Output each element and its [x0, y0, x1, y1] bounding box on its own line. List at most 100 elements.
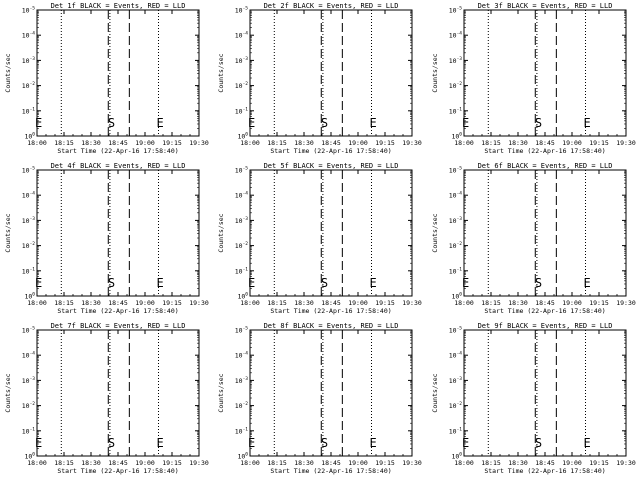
- x-tick-label: 18:00: [240, 299, 260, 307]
- x-tick-label: 18:15: [54, 139, 74, 147]
- y-tick-label: 10-1: [449, 266, 463, 275]
- y-axis-label: Counts/sec: [217, 373, 225, 412]
- y-tick-label: 10-4: [22, 351, 36, 360]
- marker-e: E: [157, 276, 164, 290]
- chart-title: Det 9f BLACK = Events, RED = LLD: [478, 322, 613, 330]
- y-tick-label: 10-2: [449, 81, 463, 90]
- x-tick-label: 18:15: [54, 299, 74, 307]
- y-tick-label: 100: [451, 132, 462, 141]
- y-tick-label: 10-3: [22, 56, 36, 65]
- x-tick-label: 18:30: [81, 299, 101, 307]
- x-tick-label: 18:00: [240, 459, 260, 467]
- x-tick-label: 19:30: [402, 299, 422, 307]
- chart-title: Det 6f BLACK = Events, RED = LLD: [478, 162, 613, 170]
- y-tick-label: 10-1: [22, 426, 36, 435]
- x-tick-label: 19:15: [162, 139, 182, 147]
- x-axis-label: Start Time (22-Apr-16 17:58:40): [270, 467, 391, 475]
- detector-chart: Det 3f BLACK = Events, RED = LLD 18:00 18:…: [431, 2, 636, 155]
- y-tick-label: 10-2: [235, 401, 249, 410]
- x-tick-label: 18:45: [321, 459, 341, 467]
- chart-title: Det 3f BLACK = Events, RED = LLD: [478, 2, 613, 10]
- chart-title: Det 5f BLACK = Events, RED = LLD: [264, 162, 399, 170]
- x-tick-label: 18:15: [481, 139, 501, 147]
- y-tick-label: 10-3: [449, 56, 463, 65]
- y-tick-label: 10-3: [22, 216, 36, 225]
- y-tick-label: 10-5: [449, 326, 463, 335]
- y-tick-label: 10-3: [235, 376, 249, 385]
- x-tick-label: 19:00: [562, 299, 582, 307]
- marker-e: E: [157, 436, 164, 450]
- x-tick-label: 18:15: [481, 459, 501, 467]
- y-tick-label: 10-5: [22, 6, 36, 15]
- x-tick-label: 18:00: [27, 299, 47, 307]
- marker-e: E: [248, 276, 255, 290]
- marker-e: E: [248, 116, 255, 130]
- x-tick-label: 18:15: [54, 459, 74, 467]
- y-tick-label: 10-2: [22, 81, 36, 90]
- x-tick-label: 18:15: [267, 459, 287, 467]
- x-tick-label: 18:00: [454, 459, 474, 467]
- y-tick-label: 10-3: [235, 216, 249, 225]
- x-axis-label: Start Time (22-Apr-16 17:58:40): [484, 147, 605, 155]
- y-tick-label: 10-4: [449, 31, 463, 40]
- x-tick-label: 19:30: [402, 459, 422, 467]
- x-tick-label: 18:45: [108, 299, 128, 307]
- x-tick-label: 18:30: [508, 459, 528, 467]
- detector-chart: Det 6f BLACK = Events, RED = LLD 18:00 18:…: [431, 162, 636, 315]
- y-axis-label: Counts/sec: [217, 53, 225, 92]
- y-tick-label: 10-3: [22, 376, 36, 385]
- marker-e: E: [35, 436, 42, 450]
- y-axis-label: Counts/sec: [4, 213, 12, 252]
- marker-e: E: [584, 116, 591, 130]
- y-axis-label: Counts/sec: [431, 373, 439, 412]
- y-axis-label: Counts/sec: [431, 53, 439, 92]
- marker-s: S: [108, 116, 115, 130]
- marker-e: E: [462, 276, 469, 290]
- y-tick-label: 10-4: [235, 351, 249, 360]
- marker-s: S: [535, 436, 542, 450]
- chart-title: Det 1f BLACK = Events, RED = LLD: [51, 2, 186, 10]
- marker-e: E: [584, 276, 591, 290]
- x-tick-label: 18:00: [27, 139, 47, 147]
- x-tick-label: 19:00: [135, 299, 155, 307]
- chart-title: Det 8f BLACK = Events, RED = LLD: [264, 322, 399, 330]
- detector-chart: Det 2f BLACK = Events, RED = LLD 18:00 18:…: [217, 2, 422, 155]
- marker-e: E: [370, 276, 377, 290]
- y-tick-label: 10-1: [449, 426, 463, 435]
- marker-e: E: [584, 436, 591, 450]
- x-tick-label: 19:15: [162, 299, 182, 307]
- x-tick-label: 18:30: [508, 299, 528, 307]
- y-tick-label: 10-5: [22, 326, 36, 335]
- y-tick-label: 10-4: [235, 191, 249, 200]
- marker-s: S: [535, 276, 542, 290]
- x-tick-label: 18:15: [267, 299, 287, 307]
- detector-chart: Det 8f BLACK = Events, RED = LLD 18:00 18:…: [217, 322, 422, 475]
- x-tick-label: 19:00: [562, 459, 582, 467]
- x-tick-label: 19:15: [375, 299, 395, 307]
- y-tick-label: 10-5: [235, 326, 249, 335]
- x-tick-label: 19:15: [589, 459, 609, 467]
- y-axis-label: Counts/sec: [4, 373, 12, 412]
- x-tick-label: 18:15: [267, 139, 287, 147]
- y-tick-label: 100: [237, 452, 248, 461]
- x-tick-label: 18:45: [321, 139, 341, 147]
- marker-e: E: [462, 436, 469, 450]
- y-tick-label: 10-2: [22, 401, 36, 410]
- x-tick-label: 19:00: [135, 139, 155, 147]
- y-tick-label: 10-4: [235, 31, 249, 40]
- y-tick-label: 10-5: [235, 166, 249, 175]
- x-tick-label: 19:30: [616, 139, 636, 147]
- x-axis-label: Start Time (22-Apr-16 17:58:40): [484, 307, 605, 315]
- y-tick-label: 10-1: [235, 106, 249, 115]
- x-tick-label: 18:30: [81, 459, 101, 467]
- y-tick-label: 10-2: [449, 241, 463, 250]
- marker-s: S: [108, 276, 115, 290]
- x-tick-label: 18:45: [535, 299, 555, 307]
- y-tick-label: 10-5: [235, 6, 249, 15]
- x-tick-label: 18:30: [294, 299, 314, 307]
- detector-chart: Det 7f BLACK = Events, RED = LLD 18:00 18:…: [4, 322, 209, 475]
- marker-s: S: [321, 276, 328, 290]
- marker-s: S: [321, 116, 328, 130]
- x-tick-label: 18:15: [481, 299, 501, 307]
